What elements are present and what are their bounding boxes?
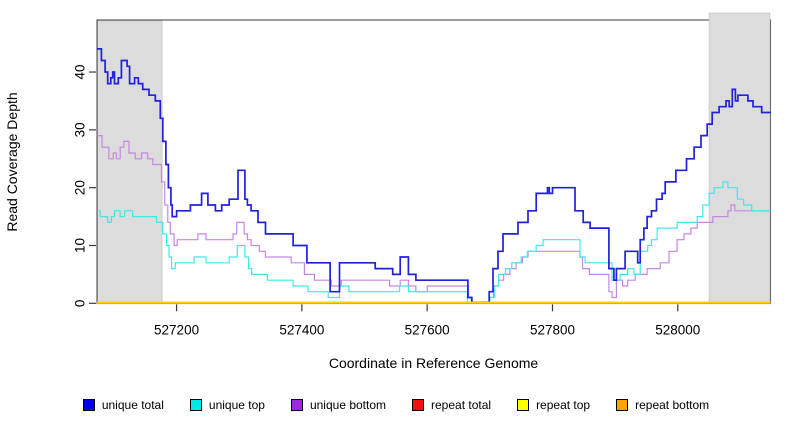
x-tick-label-527200: 527200: [154, 322, 199, 337]
series-line-unique-top: [97, 181, 771, 303]
legend-item-repeat-bottom: repeat bottom: [616, 398, 709, 412]
legend-label-repeat-top: repeat top: [536, 398, 591, 412]
coverage-chart: 527200 527400 527600 527800 528000 0 10 20 30 40 C…: [4, 12, 772, 371]
legend-label-repeat-total: repeat total: [431, 398, 492, 412]
right-repeat-region: [708, 12, 771, 304]
x-axis-title: Coordinate in Reference Genome: [329, 355, 539, 371]
y-tick-label-10: 10: [73, 238, 88, 253]
legend-swatch-repeat-bottom: [616, 399, 629, 411]
x-tick-label-527600: 527600: [405, 322, 450, 337]
x-tick-label-527800: 527800: [530, 322, 575, 337]
legend-item-unique-bottom: unique bottom: [290, 398, 387, 412]
y-axis-title: Read Coverage Depth: [4, 92, 20, 231]
series-line-unique-bottom: [97, 135, 771, 303]
y-tick-label-40: 40: [73, 65, 88, 80]
legend-swatch-unique-bottom: [290, 399, 303, 411]
y-tick-label-0: 0: [73, 300, 88, 308]
legend-item-unique-top: unique top: [189, 398, 265, 412]
legend-swatch-unique-top: [189, 399, 202, 411]
legend-label-unique-total: unique total: [101, 398, 164, 412]
legend-label-unique-bottom: unique bottom: [309, 398, 387, 412]
series-line-unique-total: [97, 48, 771, 304]
legend-swatch-repeat-total: [412, 399, 425, 411]
x-tick-label-528000: 528000: [655, 322, 700, 337]
legend-item-repeat-total: repeat total: [412, 398, 491, 412]
y-tick-label-30: 30: [73, 122, 88, 137]
legend-swatch-unique-total: [82, 399, 95, 411]
legend-label-unique-top: unique top: [208, 398, 265, 412]
legend-item-unique-total: unique total: [82, 398, 164, 412]
x-tick-label-527400: 527400: [279, 322, 324, 337]
y-tick-label-20: 20: [73, 180, 88, 195]
legend-item-repeat-top: repeat top: [517, 398, 590, 412]
legend-label-repeat-bottom: repeat bottom: [635, 398, 710, 412]
legend-swatch-repeat-top: [517, 399, 530, 411]
chart-legend: unique total unique top unique bottom repea…: [0, 398, 792, 412]
